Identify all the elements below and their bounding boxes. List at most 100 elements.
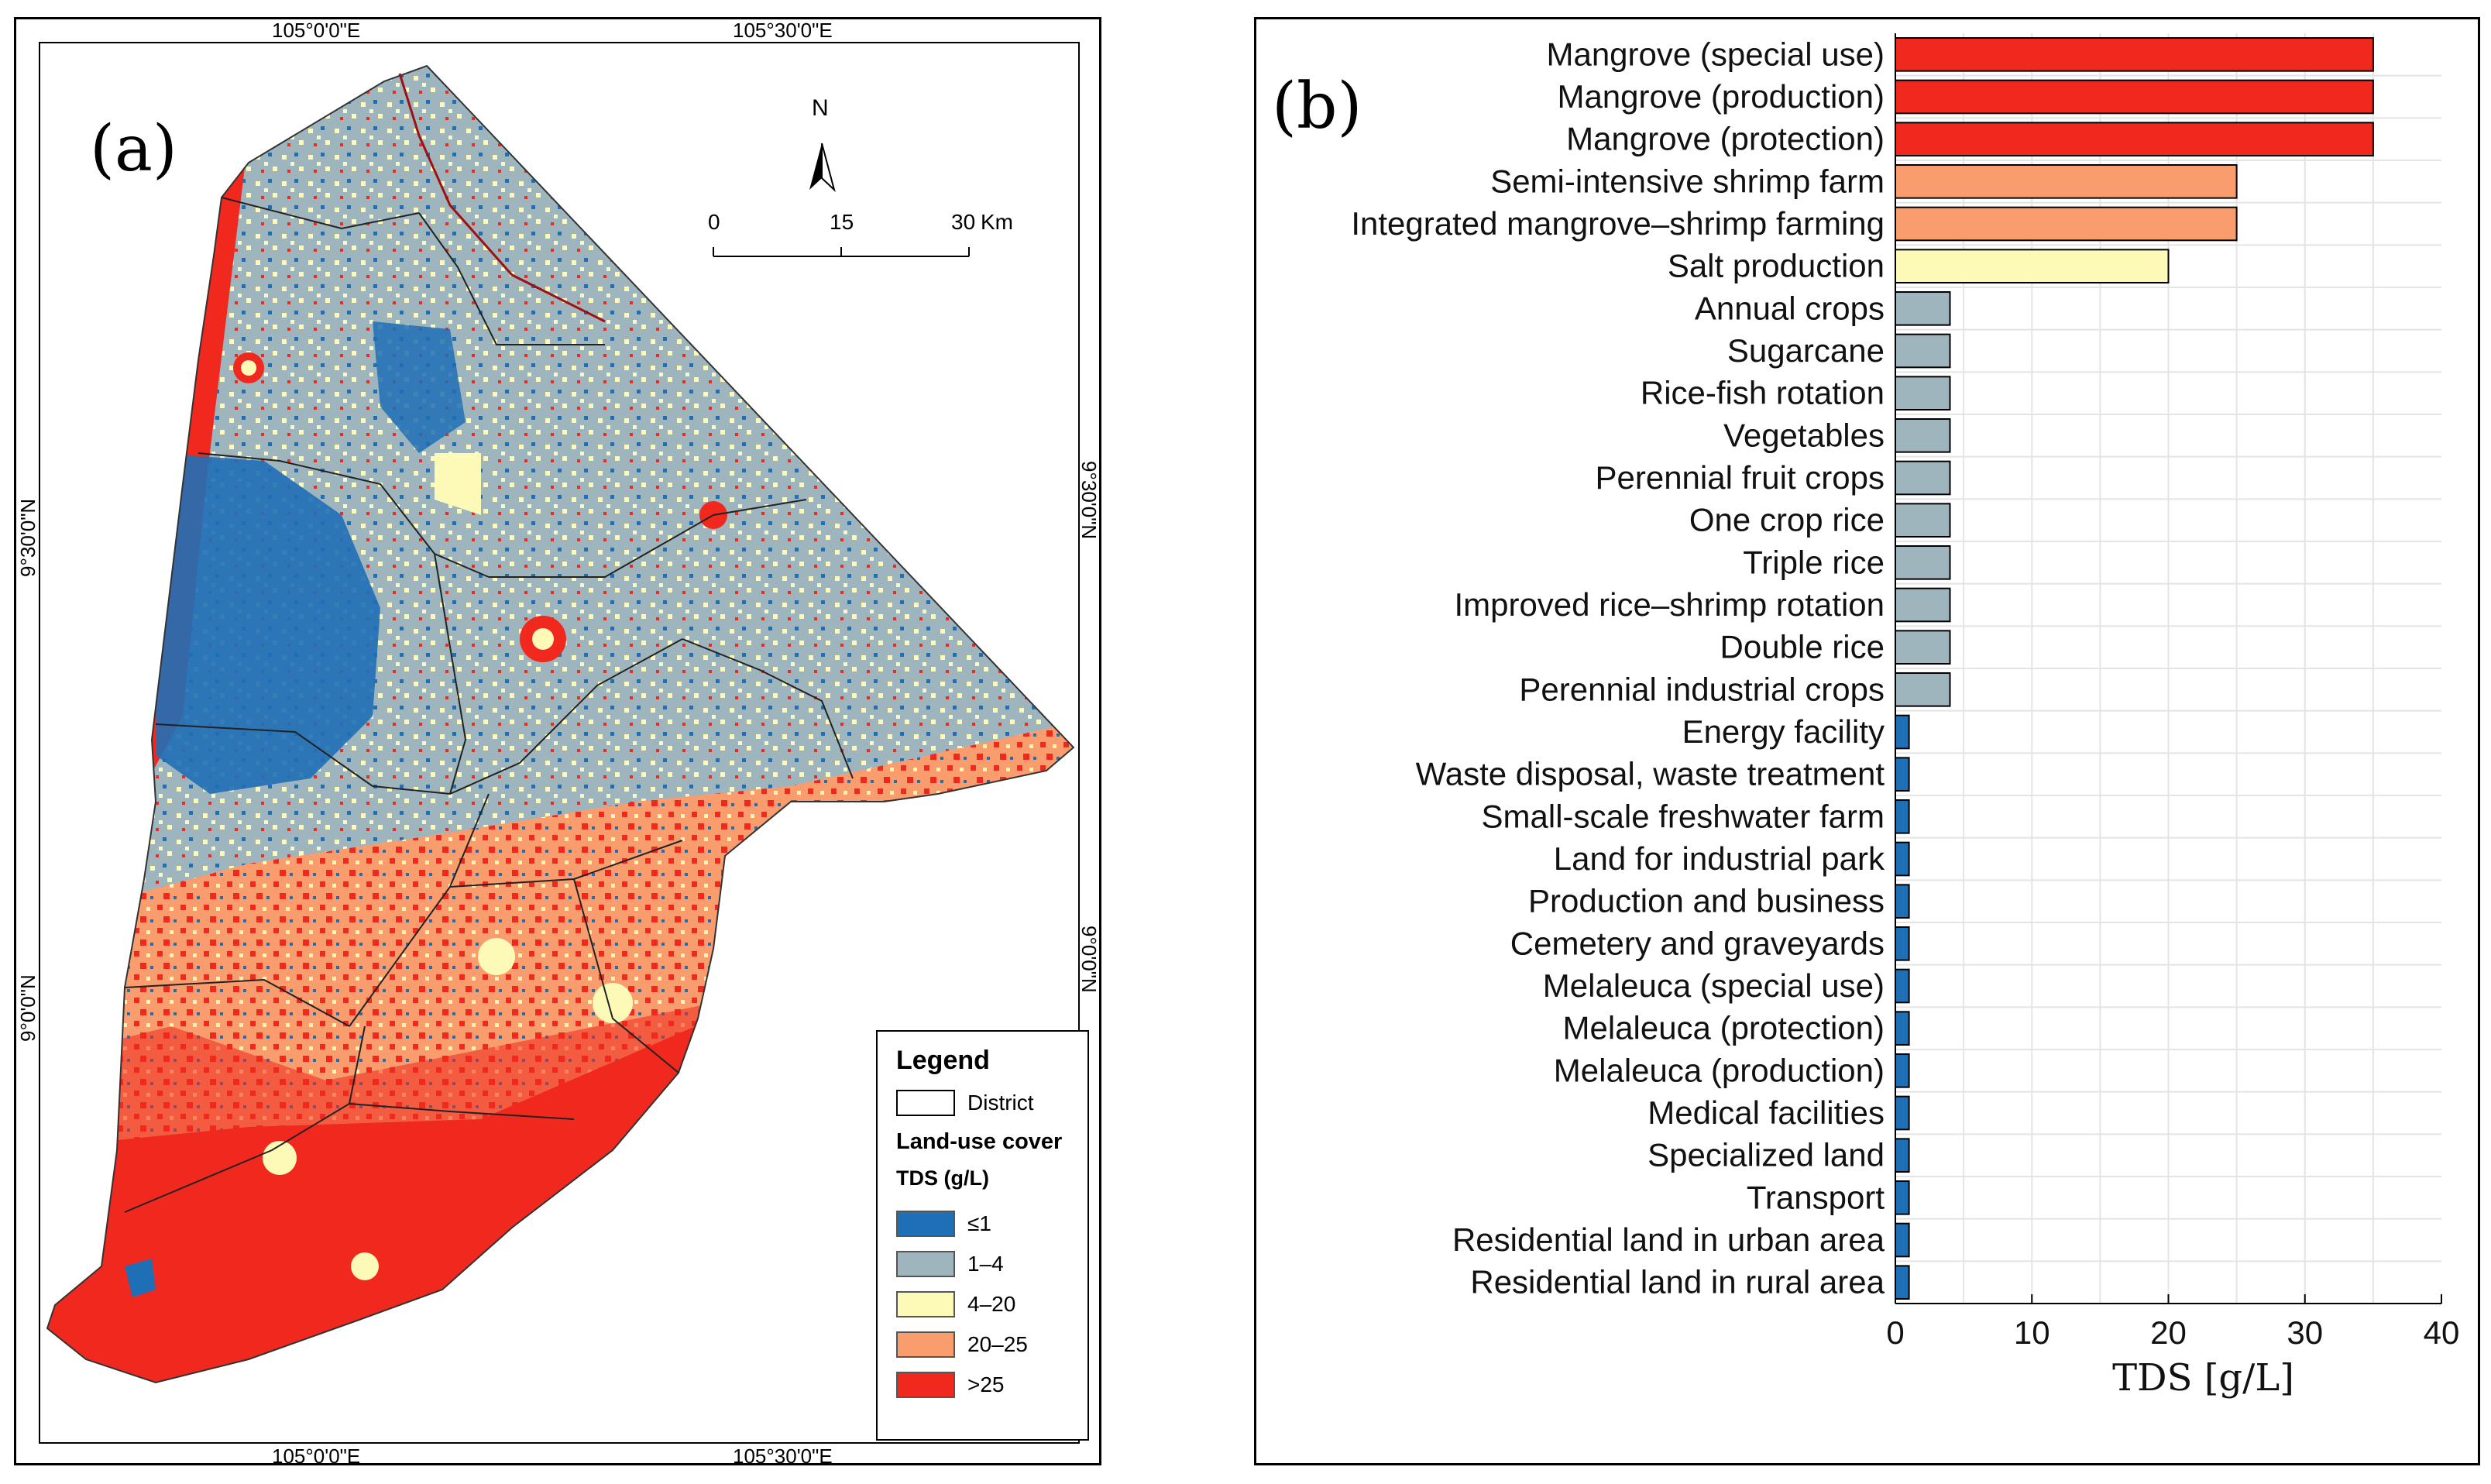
category-label: Mangrove (special use) [1546,36,1885,72]
category-label: One crop rice [1689,502,1885,538]
legend-class-swatch [896,1291,955,1317]
main-road [398,73,606,323]
category-label: Triple rice [1743,544,1885,580]
bar [1895,757,1910,792]
bar [1895,37,2374,72]
bar [1895,1053,1910,1088]
bar [1895,333,1951,369]
category-label: Residential land in urban area [1452,1221,1885,1258]
category-label: Semi-intensive shrimp farm [1490,163,1885,199]
bar [1895,460,1951,496]
category-label: Perennial industrial crops [1519,671,1885,707]
legend-class-label: 4–20 [967,1292,1016,1316]
legend-class-3: 20–25 [896,1331,1028,1359]
legend-class-4: >25 [896,1371,1005,1399]
coord-top-left: 105°0'0"E [272,19,361,42]
bar [1895,1095,1910,1131]
panel-a-label: (a) [90,112,177,186]
category-label: Sugarcane [1727,332,1885,369]
category-label: Salt production [1668,248,1885,284]
legend-landuse-label: Land-use cover [896,1129,1063,1154]
bar [1895,672,1951,707]
north-label: N [812,95,829,121]
category-label: Double rice [1720,629,1885,665]
scale-tick-0: 0 [708,210,720,234]
bar [1895,79,2374,115]
legend-class-swatch [896,1372,955,1398]
scale-unit: Km [981,210,1013,234]
scale-bar [713,247,970,257]
bar [1895,376,1951,411]
category-label: Mangrove (protection) [1566,121,1885,157]
coord-left-upper: 9°30'0"N [16,498,40,577]
bar-chart: Mangrove (special use) Mangrove (producti… [1272,33,2460,1400]
x-tick-label: 30 [2287,1314,2323,1351]
bar [1895,587,1951,623]
chart-panel: Mangrove (special use) Mangrove (producti… [1254,17,2480,1465]
bar [1895,545,1951,580]
map-frame [39,42,1080,1444]
category-label: Melaleuca (special use) [1543,967,1885,1004]
district-boundaries [124,197,854,1213]
bar [1895,714,1910,750]
province-boundary [46,64,1075,1384]
legend-district-swatch [896,1090,955,1116]
legend-class-2: 4–20 [896,1290,1015,1318]
x-tick-label: 40 [2424,1314,2460,1351]
bar [1895,291,1951,326]
legend-class-label: 20–25 [967,1332,1028,1356]
coord-left-lower: 9°0'0"N [16,974,40,1042]
category-label: Improved rice–shrimp rotation [1454,586,1885,623]
legend-district-label: District [967,1091,1034,1115]
coord-right-lower: 9°0'0"N [1077,926,1101,993]
category-label: Annual crops [1695,290,1885,326]
category-label: Cemetery and graveyards [1510,925,1885,961]
scale-tick-15: 15 [830,210,854,234]
legend-class-1: 1–4 [896,1250,1004,1278]
bar [1895,122,2374,156]
category-label: Melaleuca (production) [1554,1052,1885,1088]
bar [1895,1265,1910,1300]
scale-tick-30: 30 [951,210,976,234]
bar [1895,503,1951,538]
bar [1895,1180,1910,1215]
bar [1895,884,1910,919]
legend-class-label: ≤1 [967,1211,991,1235]
legend-class-swatch [896,1331,955,1358]
category-label: Production and business [1528,883,1885,919]
map-legend: Legend District Land-use cover TDS (g/L)… [876,1030,1089,1441]
legend-class-label: 1–4 [967,1252,1004,1276]
x-tick-label: 0 [1886,1314,1904,1351]
bar [1895,206,2238,242]
category-label: Integrated mangrove–shrimp farming [1351,205,1885,242]
x-axis-title: TDS [g/L] [2112,1356,2294,1400]
legend-class-swatch [896,1211,955,1237]
bar [1895,1222,1910,1258]
coord-top-right: 105°30'0"E [733,19,833,42]
category-label: Land for industrial park [1554,840,1885,877]
category-label: Medical facilities [1647,1094,1885,1131]
map-svg [39,42,1080,1444]
legend-class-swatch [896,1251,955,1277]
bar [1895,926,1910,961]
category-label: Vegetables [1723,417,1885,453]
bar [1895,418,1951,453]
legend-title: Legend [896,1046,990,1075]
category-label: Mangrove (production) [1557,78,1885,115]
category-label: Waste disposal, waste treatment [1416,756,1885,792]
legend-district: District [896,1089,1034,1117]
legend-tds-label: TDS (g/L) [896,1166,989,1190]
bar [1895,1138,1910,1173]
category-label: Small-scale freshwater farm [1482,798,1885,834]
bar [1895,841,1910,877]
coord-bottom-right: 105°30'0"E [733,1444,833,1468]
coord-right-upper: 9°30'0"N [1077,461,1101,540]
legend-class-label: >25 [967,1372,1005,1396]
legend-class-0: ≤1 [896,1210,991,1238]
category-label: Melaleuca (protection) [1562,1010,1885,1046]
x-tick-label: 20 [2150,1314,2187,1351]
x-tick-label: 10 [2014,1314,2050,1351]
bar [1895,630,1951,665]
bar [1895,799,1910,834]
bar [1895,249,2170,283]
